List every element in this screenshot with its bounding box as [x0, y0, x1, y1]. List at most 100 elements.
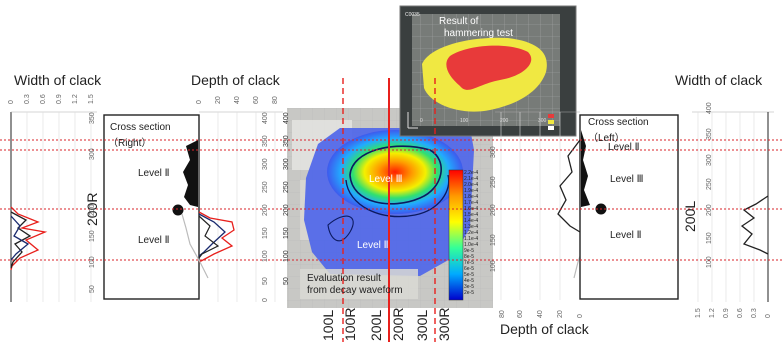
- axis-tick: 40: [234, 96, 241, 104]
- axis-tick: 400: [283, 112, 290, 124]
- colorbar-tick: 1.0e-4: [464, 242, 479, 248]
- axis-tick: 300: [262, 158, 269, 170]
- axis-tick: 100: [490, 260, 497, 272]
- axis-tick: 0: [262, 298, 269, 302]
- hammer-title: Result of: [439, 16, 479, 27]
- width-title-left: Width of clack: [14, 72, 102, 88]
- axis-tick: 200: [262, 204, 269, 216]
- colorbar-tick: 1.3e-4: [464, 224, 479, 230]
- axis-tick: 0.6: [737, 308, 744, 318]
- axis-tick: 250: [262, 181, 269, 193]
- colorbar-tick: 1.9e-4: [464, 188, 479, 194]
- axis-tick: 250: [490, 176, 497, 188]
- colorbar-tick: 8e-5: [464, 254, 475, 260]
- marker-100l: 100L: [320, 309, 336, 341]
- axis-tick: 40: [537, 310, 544, 318]
- section-markers: [342, 78, 436, 342]
- marker-200l: 200L: [368, 309, 384, 341]
- colorbar-tick: 2.2e-4: [464, 170, 479, 176]
- eval-subtitle: from decay waveform: [307, 285, 403, 296]
- axis-tick: 400: [706, 102, 713, 114]
- axis-tick: 80: [272, 96, 279, 104]
- colorbar-tick: 1.2e-4: [464, 230, 479, 236]
- axis-tick: 350: [89, 112, 96, 124]
- axis-tick: 1.2: [709, 308, 716, 318]
- colorbar-tick: 6e-5: [464, 266, 475, 272]
- axis-tick: 250: [706, 178, 713, 190]
- colorbar-tick: 1.5e-4: [464, 212, 479, 218]
- axis-tick: 0: [420, 118, 423, 124]
- axis-tick: 250: [283, 181, 290, 193]
- axis-tick: 400: [262, 112, 269, 124]
- axis-tick: 300: [490, 146, 497, 158]
- axis-tick: 60: [253, 96, 260, 104]
- hammer-subtitle: hammering test: [444, 28, 513, 39]
- axis-tick: 0: [8, 100, 15, 104]
- eval-title: Evaluation result: [307, 273, 381, 284]
- axis-tick: 0: [765, 314, 772, 318]
- axis-tick: 200: [500, 118, 509, 124]
- colorbar-tick: 1.8e-4: [464, 194, 479, 200]
- axis-tick: 0.9: [723, 308, 730, 318]
- colorbar-tick: 2e-5: [464, 290, 475, 296]
- axis-tick: 60: [517, 310, 524, 318]
- colorbar-tick: 2.0e-4: [464, 182, 479, 188]
- marker-300l: 300L: [414, 309, 430, 341]
- colorbar-tick: 7e-5: [464, 260, 475, 266]
- axis-tick: 150: [262, 227, 269, 239]
- axis-tick: 50: [262, 277, 269, 285]
- marker-200r: 200R: [390, 307, 406, 341]
- axis-tick: 350: [262, 135, 269, 147]
- cross-section-right: [103, 114, 200, 300]
- axis-tick: 0.3: [24, 94, 31, 104]
- width-trace-red: [10, 206, 48, 271]
- map-level-iii: Level Ⅲ: [369, 174, 403, 185]
- hammering-inset: [399, 5, 577, 137]
- level-ii-label: Level Ⅱ: [138, 235, 170, 246]
- rebar-marker: [172, 204, 184, 216]
- colorbar-tick: 1.1e-4: [464, 236, 479, 242]
- colorbar-tick: 1.4e-4: [464, 218, 479, 224]
- level-lines: [0, 139, 783, 261]
- colorbar-tick: 1.6e-4: [464, 206, 479, 212]
- axis-tick: 150: [283, 227, 290, 239]
- marker-100r: 100R: [342, 307, 358, 341]
- cross-right-subtitle: （Right）: [108, 138, 152, 149]
- axis-tick: 200: [490, 204, 497, 216]
- axis-tick: 20: [215, 96, 222, 104]
- axis-tick: 100: [89, 256, 96, 268]
- axis-tick: 150: [706, 232, 713, 244]
- level-iii-label: Level Ⅲ: [610, 174, 644, 185]
- axis-tick: 150: [89, 230, 96, 242]
- photo-code: C0035: [405, 12, 420, 18]
- colorbar-tick: 5e-5: [464, 272, 475, 278]
- depth-chart-left: [181, 111, 283, 302]
- axis-tick: 1.2: [72, 94, 79, 104]
- width-title-right: Width of clack: [675, 72, 763, 88]
- axis-tick: 150: [490, 234, 497, 246]
- axis-tick: 50: [283, 277, 290, 285]
- axis-tick: 300: [706, 154, 713, 166]
- axis-tick: 300: [283, 158, 290, 170]
- cross-left-subtitle: （Left）: [588, 133, 625, 144]
- width-trace-black: [10, 211, 32, 269]
- axis-tick: 200: [706, 204, 713, 216]
- map-level-ii: Level Ⅱ: [357, 240, 389, 251]
- axis-tick: 1.5: [695, 308, 702, 318]
- cross-right-title: Cross section: [110, 122, 171, 133]
- colorbar-tick: 3e-5: [464, 284, 475, 290]
- depth-title-right: Depth of clack: [500, 321, 589, 337]
- cross-section-left: [579, 114, 679, 300]
- axis-tick: 20: [557, 310, 564, 318]
- colorbar-tick: 1.7e-4: [464, 200, 479, 206]
- cross-left-title: Cross section: [588, 117, 649, 128]
- axis-tick: 50: [89, 285, 96, 293]
- colorbar-tick: 9e-5: [464, 248, 475, 254]
- crack-profile: [183, 140, 198, 207]
- axis-tick: 0: [577, 314, 584, 318]
- width-chart-right: [692, 111, 774, 302]
- axis-tick: 200: [283, 204, 290, 216]
- axis-tick: 350: [283, 135, 290, 147]
- axis-tick: 0.9: [56, 94, 63, 104]
